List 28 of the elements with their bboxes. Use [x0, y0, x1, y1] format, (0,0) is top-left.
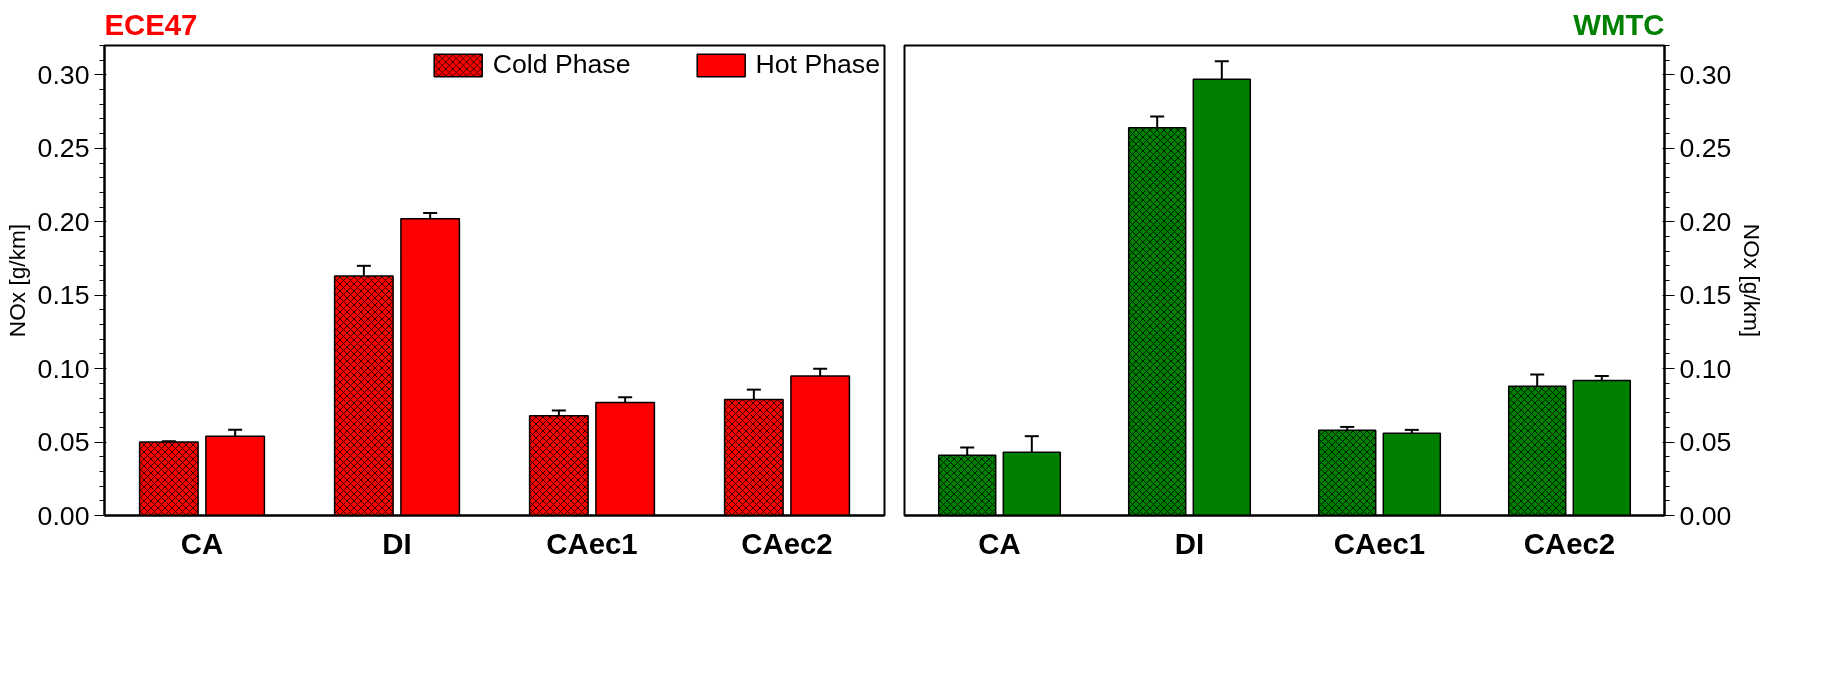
y-axis-title: NOx [g/km]	[3, 223, 30, 338]
x-tick-label: CAec1	[546, 526, 638, 560]
y-tick-label: 0.05	[37, 427, 90, 458]
x-tick-label: DI	[1174, 526, 1205, 560]
x-tick-label: CAec2	[1523, 526, 1616, 560]
x-tick-label: CAec2	[741, 526, 833, 560]
x-tick-label: CA	[978, 526, 1021, 560]
y2-axis-title: NOx [g/km]	[1739, 223, 1766, 338]
y2-tick-label: 0.30	[1679, 59, 1732, 90]
legend-label: Cold Phase	[492, 49, 631, 80]
y2-tick-label: 0.20	[1679, 206, 1732, 237]
y2-tick-label: 0.25	[1679, 133, 1732, 164]
y2-tick-label: 0.00	[1679, 500, 1732, 531]
y-tick-label: 0.15	[37, 280, 90, 311]
x-tick-label: CAec1	[1333, 526, 1426, 560]
y-tick-label: 0.00	[37, 500, 90, 531]
y2-tick-label: 0.15	[1679, 280, 1732, 311]
y-tick-label: 0.30	[37, 59, 90, 90]
y2-tick-label: 0.05	[1679, 427, 1732, 458]
chart-title: ECE47	[104, 7, 198, 41]
legend-label: Hot Phase	[755, 49, 880, 80]
y2-tick-label: 0.10	[1679, 353, 1732, 384]
x-tick-label: DI	[382, 526, 412, 560]
y-tick-label: 0.25	[37, 133, 90, 164]
x-tick-label: CA	[180, 526, 224, 560]
chart-title: WMTC	[1573, 7, 1665, 41]
y-tick-label: 0.10	[37, 353, 90, 384]
y-tick-label: 0.20	[37, 206, 90, 237]
